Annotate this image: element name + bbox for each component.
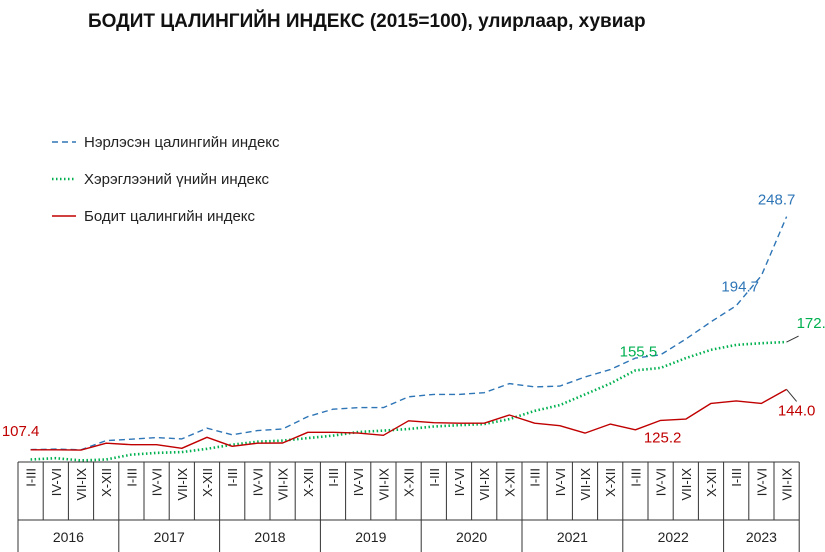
x-tick-label: VII-IX [276,468,291,501]
x-tick-label: VII-IX [74,468,89,501]
x-tick-label: I-III [528,468,543,487]
x-axis: I-III IV-VI VII-IX X-XII I-III IV-VI VII-IX X-X… [17,461,800,552]
x-tick-label: VII-IX [175,468,190,501]
x-tick-label: X-XII [99,468,114,497]
x-tick-label: I-III [427,468,442,487]
x-tick-label: X-XII [603,468,618,497]
x-tick-label: X-XII [704,468,719,497]
data-label: 172.7 [797,315,825,332]
data-label-leader [786,335,799,343]
data-labels: 107.4 194.7 248.7 155.5 172.7 125.2 144.0 [2,192,825,447]
data-label: 107.4 [2,423,40,440]
x-tick-label: IV-VI [654,468,669,496]
x-tick-label: VII-IX [780,468,795,501]
x-tick-label: IV-VI [351,468,366,496]
legend-label: Хэрэглээний үнийн индекс [84,171,270,188]
series-line [30,388,787,451]
data-label: 248.7 [758,192,796,209]
data-label: 144.0 [778,402,816,419]
x-tick-label: IV-VI [250,468,265,496]
x-tick-label: I-III [326,468,341,487]
data-label: 125.2 [644,429,682,446]
data-label-leader [786,389,797,402]
x-tick-label: VII-IX [477,468,492,501]
x-tick-label: IV-VI [553,468,568,496]
series-line [30,340,787,462]
x-tick-label: IV-VI [150,468,165,496]
data-label: 194.7 [721,279,759,296]
x-tick-label: IV-VI [452,468,467,496]
x-tick-label: VII-IX [679,468,694,501]
x-year-label: 2020 [456,529,487,545]
x-tick-label: IV-VI [49,468,64,496]
x-year-label: 2022 [658,529,689,545]
x-tick-label: I-III [628,468,643,487]
x-year-label: 2023 [746,529,777,545]
legend-label: Нэрлэсэн цалингийн индекс [84,134,280,151]
x-tick-label: X-XII [301,468,316,497]
series-line [30,216,788,451]
legend: Нэрлэсэн цалингийн индекс Хэрэглээний үни… [52,134,280,225]
data-label: 155.5 [620,343,658,360]
series-lines [30,216,788,462]
x-tick-label: I-III [225,468,240,487]
x-year-label: 2021 [557,529,588,545]
x-year-label: 2017 [154,529,185,545]
x-year-label: 2016 [53,529,84,545]
x-year-label: 2019 [355,529,386,545]
x-tick-label: X-XII [200,468,215,497]
x-tick-label: VII-IX [376,468,391,501]
x-tick-label: I-III [729,468,744,487]
x-tick-label: I-III [124,468,139,487]
x-tick-label: I-III [24,468,39,487]
x-year-label: 2018 [254,529,285,545]
x-tick-label: IV-VI [754,468,769,496]
chart-title: БОДИТ ЦАЛИНГИЙН ИНДЕКС (2015=100), улирл… [88,11,646,32]
x-tick-label: X-XII [502,468,517,497]
legend-label: Бодит цалингийн индекс [84,208,256,225]
x-tick-label: VII-IX [578,468,593,501]
x-tick-label: X-XII [402,468,417,497]
